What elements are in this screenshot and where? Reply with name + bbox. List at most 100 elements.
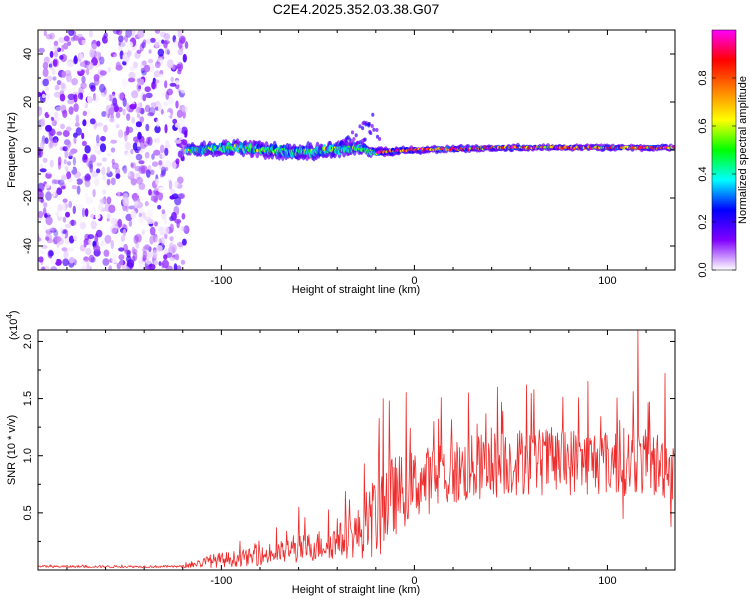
noise-cell bbox=[164, 124, 168, 134]
signal-spur bbox=[336, 143, 340, 148]
noise-cell bbox=[180, 37, 185, 44]
spectrogram-panel: -100 0 100 -40 -20 0 20 40 Height of straight … bbox=[6, 29, 676, 296]
noise-cell bbox=[92, 206, 96, 212]
noise-cell bbox=[160, 109, 164, 115]
noise-cell bbox=[93, 114, 100, 120]
colorbar-tick-label: 0.6 bbox=[697, 118, 709, 133]
noise-cell bbox=[169, 256, 176, 261]
noise-cell bbox=[61, 247, 68, 252]
noise-cell bbox=[160, 87, 166, 94]
y-tick-label: 20 bbox=[22, 96, 34, 108]
noise-cell bbox=[146, 251, 153, 259]
noise-cell bbox=[154, 221, 158, 227]
signal-spur bbox=[355, 141, 359, 146]
noise-cell bbox=[164, 147, 169, 156]
noise-cell bbox=[45, 216, 53, 226]
noise-cell bbox=[102, 189, 107, 195]
noise-cell bbox=[136, 186, 141, 197]
noise-cell bbox=[125, 152, 133, 162]
noise-cell bbox=[150, 102, 157, 108]
noise-cell bbox=[164, 160, 172, 168]
colorbar-ticks: 0.0 0.2 0.4 0.6 0.8 bbox=[697, 70, 736, 278]
noise-cell bbox=[174, 139, 182, 144]
noise-cell bbox=[156, 118, 160, 128]
noise-cell bbox=[61, 44, 65, 53]
noise-cell bbox=[164, 248, 168, 254]
noise-cell bbox=[179, 104, 186, 112]
noise-cell bbox=[88, 237, 92, 246]
noise-cell bbox=[147, 58, 154, 64]
noise-cell bbox=[75, 127, 82, 136]
y-tick-label: 1.0 bbox=[22, 448, 34, 463]
x-tick-label: -100 bbox=[210, 275, 232, 287]
y-tick-label: -40 bbox=[22, 238, 34, 254]
noise-cell bbox=[144, 200, 149, 207]
noise-cell bbox=[54, 235, 62, 243]
noise-cell bbox=[122, 196, 129, 207]
noise-cell bbox=[154, 125, 161, 134]
noise-cell bbox=[80, 266, 88, 270]
noise-cell bbox=[102, 258, 110, 266]
noise-cell bbox=[170, 76, 174, 83]
noise-cell bbox=[159, 31, 167, 38]
noise-cell bbox=[84, 175, 88, 182]
noise-cell bbox=[95, 95, 100, 103]
noise-cell bbox=[44, 55, 49, 63]
noise-cell bbox=[171, 244, 177, 253]
signal-spur bbox=[361, 121, 365, 126]
noise-cell bbox=[130, 30, 136, 37]
noise-cell bbox=[60, 159, 68, 169]
signal-spur bbox=[350, 130, 355, 135]
noise-cell bbox=[119, 258, 124, 268]
noise-cell bbox=[38, 210, 44, 219]
noise-cell bbox=[87, 94, 93, 104]
noise-cell bbox=[41, 118, 46, 127]
signal-spur bbox=[364, 122, 368, 127]
noise-cell bbox=[152, 233, 158, 243]
noise-cell bbox=[126, 113, 131, 121]
noise-cell bbox=[82, 110, 88, 117]
noise-cell bbox=[106, 166, 111, 174]
noise-cell bbox=[163, 40, 168, 49]
noise-cell bbox=[81, 222, 87, 228]
svg-text:(x104): (x104) bbox=[5, 310, 20, 340]
noise-cell bbox=[142, 94, 147, 102]
noise-cell bbox=[47, 106, 55, 116]
noise-cell bbox=[61, 232, 66, 239]
noise-cell bbox=[131, 90, 139, 99]
noise-cell bbox=[81, 260, 88, 267]
signal-spur bbox=[354, 133, 358, 138]
snr-multiplier-close: ) bbox=[8, 310, 20, 314]
noise-cell bbox=[181, 225, 187, 232]
noise-cell bbox=[100, 135, 106, 142]
noise-cell bbox=[182, 110, 186, 119]
noise-cell bbox=[53, 179, 61, 185]
noise-cell bbox=[157, 204, 162, 210]
noise-cell bbox=[139, 167, 147, 174]
noise-cell bbox=[131, 116, 135, 124]
signal-spur bbox=[361, 126, 365, 131]
noise-cell bbox=[42, 207, 47, 217]
noise-cell bbox=[59, 182, 66, 188]
noise-cell bbox=[50, 266, 57, 270]
noise-cell bbox=[56, 80, 62, 86]
noise-cell bbox=[177, 30, 182, 38]
noise-cell bbox=[175, 100, 179, 109]
noise-cell bbox=[38, 231, 47, 239]
noise-cell bbox=[123, 164, 128, 174]
noise-cell bbox=[52, 58, 59, 68]
noise-cell bbox=[76, 185, 81, 195]
noise-cell bbox=[133, 197, 141, 203]
noise-cell bbox=[86, 174, 91, 181]
noise-cell bbox=[38, 106, 43, 116]
noise-cell bbox=[66, 61, 74, 68]
noise-cell bbox=[176, 63, 182, 70]
noise-cell bbox=[134, 233, 142, 242]
noise-cell bbox=[88, 254, 95, 263]
noise-cell bbox=[99, 70, 107, 76]
noise-cell bbox=[105, 95, 110, 101]
noise-cell bbox=[43, 30, 47, 37]
noise-cell bbox=[99, 143, 107, 153]
noise-cell bbox=[48, 63, 53, 68]
